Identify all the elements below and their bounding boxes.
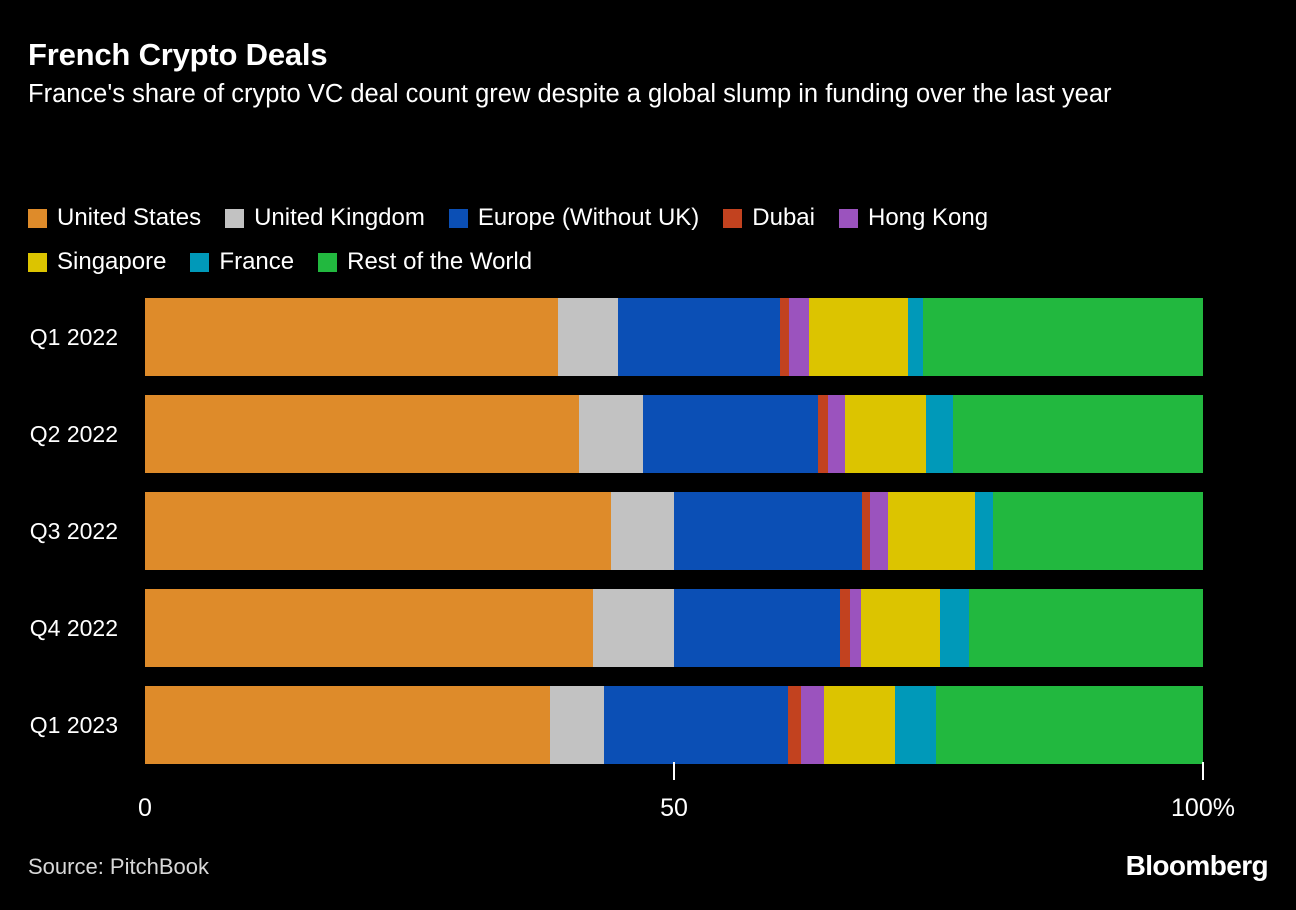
bar-row: Q2 2022 xyxy=(0,395,1296,473)
bar-track xyxy=(145,492,1203,570)
axis-tick-mark xyxy=(1202,762,1204,780)
bar-segment[interactable] xyxy=(975,492,994,570)
category-label: Q1 2022 xyxy=(29,323,118,350)
legend-item[interactable]: France xyxy=(190,250,294,274)
x-axis: 0 50 100% xyxy=(0,760,1296,830)
legend-swatch-icon xyxy=(318,252,338,272)
legend-item-label: Hong Kong xyxy=(868,204,989,231)
legend-item[interactable]: Europe (Without UK) xyxy=(448,204,700,231)
bar-segment[interactable] xyxy=(643,395,818,473)
bar-row: Q1 2022 xyxy=(0,298,1296,376)
bar-segment[interactable] xyxy=(788,686,801,764)
bar-segment[interactable] xyxy=(828,395,846,473)
bar-segment[interactable] xyxy=(907,298,923,376)
bar-segment[interactable] xyxy=(993,492,1203,570)
bar-row: Q3 2022 xyxy=(0,492,1296,570)
bar-segment[interactable] xyxy=(145,686,551,764)
legend-item-label: United Kingdom xyxy=(254,204,425,231)
legend-swatch-icon xyxy=(448,208,468,228)
bar-segment[interactable] xyxy=(809,298,908,376)
legend-item-label: Europe (Without UK) xyxy=(477,204,700,231)
bar-track xyxy=(145,686,1203,764)
bar-segment[interactable] xyxy=(789,298,810,376)
bar-segment[interactable] xyxy=(862,492,870,570)
bar-segment[interactable] xyxy=(869,492,888,570)
category-label: Q3 2022 xyxy=(29,517,118,544)
bar-segment[interactable] xyxy=(617,298,780,376)
bar-segment[interactable] xyxy=(936,686,1203,764)
bar-track xyxy=(145,589,1203,667)
legend-item-label: Rest of the World xyxy=(347,248,533,275)
legend-row: United States United Kingdom Europe (Witho… xyxy=(28,196,1278,240)
plot-area: Q1 2022 Q2 2022 Q3 2022 Q4 2022 Q1 2023 xyxy=(0,290,1296,780)
bar-segment[interactable] xyxy=(578,395,644,473)
legend-item-label: United States xyxy=(57,204,202,231)
source-note: Source: PitchBook xyxy=(28,854,209,879)
legend-item[interactable]: Singapore xyxy=(28,250,166,274)
bar-segment[interactable] xyxy=(145,492,611,570)
bar-segment[interactable] xyxy=(604,686,789,764)
axis-tick-mark xyxy=(673,762,675,780)
bar-segment[interactable] xyxy=(925,395,954,473)
bar-segment[interactable] xyxy=(673,589,841,667)
bar-segment[interactable] xyxy=(895,686,937,764)
axis-tick-label: 50 xyxy=(660,794,688,822)
chart-footer: Source: PitchBook Bloomberg xyxy=(0,848,1296,896)
legend-item[interactable]: United States xyxy=(28,206,201,230)
bar-segment[interactable] xyxy=(922,298,1203,376)
legend-swatch-icon xyxy=(28,252,47,272)
legend-swatch-icon xyxy=(839,208,858,228)
bar-segment[interactable] xyxy=(550,686,605,764)
category-label: Q2 2022 xyxy=(29,420,118,447)
legend-item[interactable]: Dubai xyxy=(723,206,815,230)
legend-swatch-icon xyxy=(225,208,245,228)
legend-swatch-icon xyxy=(723,208,743,228)
bar-segment[interactable] xyxy=(861,589,940,667)
bar-segment[interactable] xyxy=(887,492,976,570)
legend-item-label: France xyxy=(219,248,295,275)
legend-row: Singapore France Rest of the World xyxy=(28,240,1278,284)
bar-track xyxy=(145,298,1203,376)
bar-segment[interactable] xyxy=(953,395,1203,473)
bar-segment[interactable] xyxy=(939,589,970,667)
legend-item[interactable]: Rest of the World xyxy=(318,250,532,274)
bar-segment[interactable] xyxy=(849,589,862,667)
bar-segment[interactable] xyxy=(145,395,579,473)
legend-item[interactable]: United Kingdom xyxy=(225,206,425,230)
bar-segment[interactable] xyxy=(673,492,863,570)
bar-segment[interactable] xyxy=(779,298,790,376)
bar-row: Q4 2022 xyxy=(0,589,1296,667)
bar-row: Q1 2023 xyxy=(0,686,1296,764)
chart-title: French Crypto Deals xyxy=(28,37,328,72)
bar-track xyxy=(145,395,1203,473)
chart-legend: United States United Kingdom Europe (Witho… xyxy=(28,196,1278,284)
axis-tick-label: 100% xyxy=(1171,794,1235,822)
legend-item-label: Dubai xyxy=(752,204,815,231)
bloomberg-logo: Bloomberg xyxy=(1125,850,1269,881)
legend-swatch-icon xyxy=(190,252,210,272)
axis-tick-label: 0 xyxy=(138,794,152,822)
category-label: Q4 2022 xyxy=(29,614,118,641)
chart-subtitle: France's share of crypto VC deal count g… xyxy=(28,80,1112,109)
bar-segment[interactable] xyxy=(969,589,1203,667)
category-label: Q1 2023 xyxy=(29,711,118,738)
bar-segment[interactable] xyxy=(145,298,558,376)
bar-segment[interactable] xyxy=(592,589,674,667)
bar-segment[interactable] xyxy=(800,686,825,764)
bar-segment[interactable] xyxy=(817,395,829,473)
legend-swatch-icon xyxy=(28,208,47,228)
bar-segment[interactable] xyxy=(845,395,926,473)
bar-segment[interactable] xyxy=(557,298,618,376)
legend-item-label: Singapore xyxy=(57,248,167,275)
legend-item[interactable]: Hong Kong xyxy=(839,206,988,230)
chart-header: French Crypto Deals France's share of cr… xyxy=(28,38,1268,112)
bar-segment[interactable] xyxy=(840,589,850,667)
bar-segment[interactable] xyxy=(824,686,896,764)
bar-segment[interactable] xyxy=(145,589,593,667)
bar-segment[interactable] xyxy=(610,492,674,570)
